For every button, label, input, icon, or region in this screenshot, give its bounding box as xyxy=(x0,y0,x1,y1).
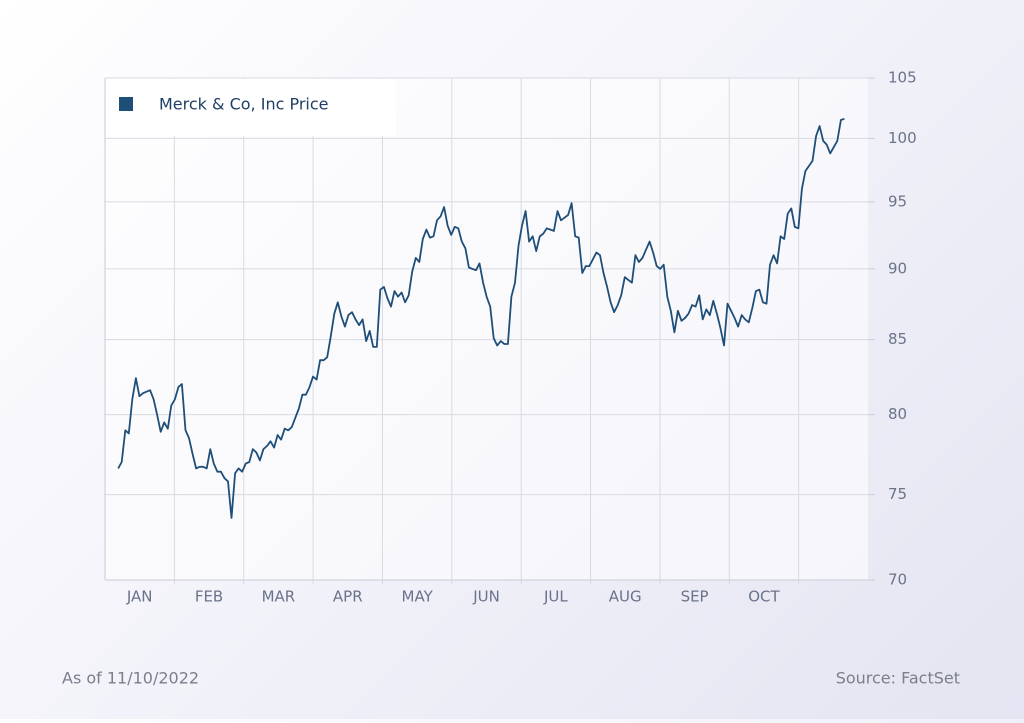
x-tick-label: FEB xyxy=(195,588,223,606)
x-tick-label: AUG xyxy=(609,588,642,606)
legend-label: Merck & Co, Inc Price xyxy=(159,95,329,114)
x-tick-label: JAN xyxy=(126,588,153,606)
x-tick-label: JUN xyxy=(472,588,500,606)
plot-area xyxy=(105,78,868,580)
legend: Merck & Co, Inc Price xyxy=(106,79,396,136)
y-tick-label: 70 xyxy=(888,571,907,589)
price-line xyxy=(117,117,845,519)
x-tick-label: JUL xyxy=(543,588,568,606)
y-tick-label: 90 xyxy=(888,259,907,277)
x-tick-label: APR xyxy=(333,588,363,606)
y-tick-label: 80 xyxy=(888,405,907,423)
x-tick-label: OCT xyxy=(748,588,780,606)
y-tick-label: 75 xyxy=(888,485,907,503)
x-tick-label: MAR xyxy=(262,588,296,606)
x-tick-label: SEP xyxy=(681,588,709,606)
x-tick-label: MAY xyxy=(402,588,434,606)
y-tick-label: 95 xyxy=(888,192,907,210)
y-tick-label: 105 xyxy=(888,69,917,87)
legend-box xyxy=(106,79,396,136)
grid xyxy=(105,77,868,584)
legend-swatch xyxy=(119,97,133,111)
y-tick-label: 100 xyxy=(888,129,917,147)
footer-source: Source: FactSet xyxy=(836,669,960,688)
footer-date: As of 11/10/2022 xyxy=(62,669,199,688)
y-tick-label: 85 xyxy=(888,330,907,348)
